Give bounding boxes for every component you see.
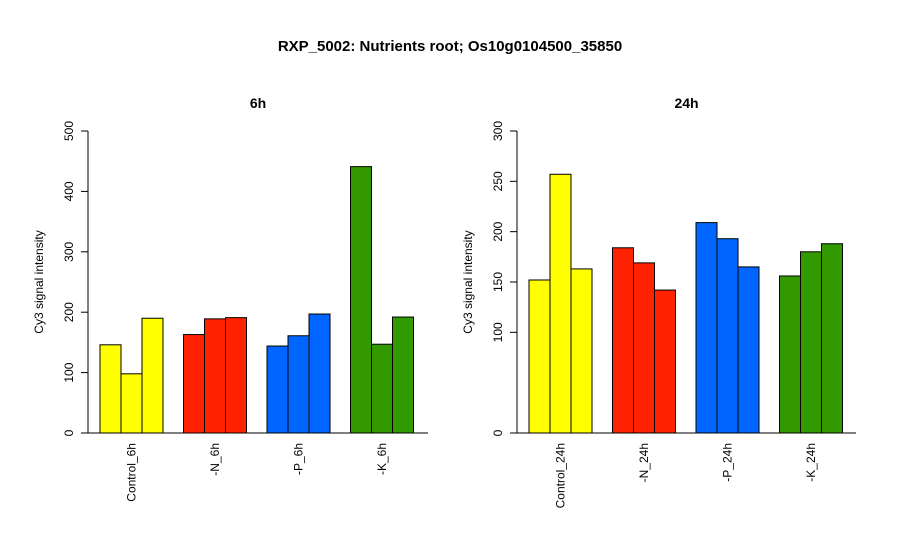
bar-Control_6h-3 bbox=[141, 317, 164, 434]
y-tick-label-6h: 0 bbox=[62, 429, 76, 436]
x-category-label: -K_6h bbox=[375, 443, 389, 475]
y-tick-label-24h: 150 bbox=[491, 272, 505, 292]
y-axis-label-6h: Cy3 signal intensity bbox=[32, 230, 46, 333]
bar--K_24h-3 bbox=[821, 243, 843, 434]
x-category-label: Control_24h bbox=[554, 443, 568, 508]
x-category-label: -N_24h bbox=[637, 443, 651, 482]
y-tick-label-24h: 250 bbox=[491, 171, 505, 191]
x-category-label: -P_6h bbox=[292, 443, 306, 475]
y-axis-label-24h: Cy3 signal intensity bbox=[461, 230, 475, 333]
bar--N_24h-3 bbox=[654, 289, 676, 434]
main-title: RXP_5002: Nutrients root; Os10g0104500_3… bbox=[277, 38, 623, 55]
x-category-label: Control_6h bbox=[125, 443, 139, 502]
bar-Control_24h-2 bbox=[549, 173, 572, 434]
bar--P_6h-2 bbox=[287, 335, 310, 434]
y-tick-label-6h: 300 bbox=[62, 241, 76, 261]
y-tick-label-24h: 0 bbox=[491, 429, 505, 436]
x-category-label: -K_24h bbox=[804, 443, 818, 482]
bar-Control_6h-1 bbox=[99, 344, 122, 434]
x-category-label: -P_24h bbox=[721, 443, 735, 482]
bar--K_6h-3 bbox=[392, 316, 414, 434]
bar--K_24h-2 bbox=[800, 251, 822, 434]
x-category-label: -N_6h bbox=[208, 443, 222, 476]
bar--N_24h-1 bbox=[612, 247, 634, 434]
bar--P_24h-1 bbox=[695, 222, 718, 434]
bar--P_6h-1 bbox=[266, 345, 289, 434]
bar--P_24h-3 bbox=[737, 266, 760, 434]
y-tick-label-6h: 500 bbox=[62, 121, 76, 141]
y-tick-label-24h: 100 bbox=[491, 322, 505, 342]
y-tick-label-24h: 300 bbox=[491, 121, 505, 141]
bar--P_24h-2 bbox=[716, 238, 739, 434]
bar--N_6h-3 bbox=[225, 317, 247, 434]
y-tick-label-24h: 200 bbox=[491, 221, 505, 241]
bar--N_6h-2 bbox=[204, 318, 226, 434]
bar--K_6h-1 bbox=[350, 166, 372, 434]
bar--K_24h-1 bbox=[779, 275, 801, 434]
bar--N_24h-2 bbox=[633, 262, 655, 434]
bar-Control_24h-1 bbox=[528, 279, 551, 434]
y-tick-label-6h: 400 bbox=[62, 181, 76, 201]
panel-title-6h: 6h bbox=[250, 95, 266, 111]
bar-Control_6h-2 bbox=[120, 373, 143, 434]
bar--K_6h-2 bbox=[371, 343, 393, 434]
y-tick-label-6h: 100 bbox=[62, 362, 76, 382]
y-tick-label-6h: 200 bbox=[62, 302, 76, 322]
panel-title-24h: 24h bbox=[674, 95, 698, 111]
bar-Control_24h-3 bbox=[570, 268, 593, 434]
bar--N_6h-1 bbox=[183, 334, 205, 434]
bar--P_6h-3 bbox=[308, 313, 331, 434]
